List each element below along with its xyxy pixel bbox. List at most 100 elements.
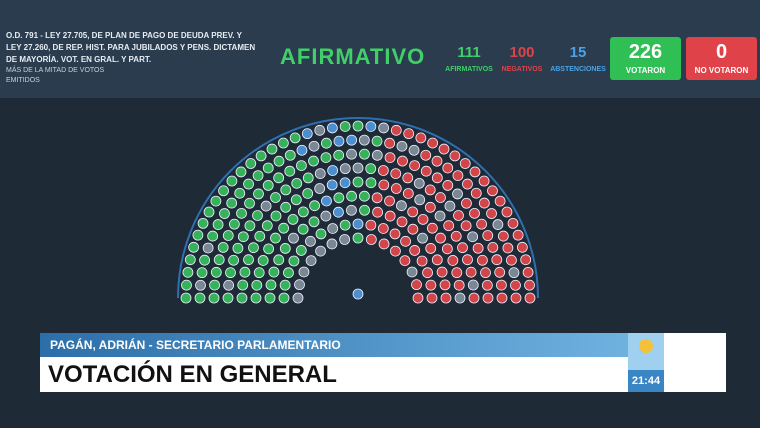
majority-note: MÁS DE LA MITAD DE VOTOS EMITIDOS — [6, 67, 105, 84]
seat — [510, 292, 522, 304]
voted-label: VOTARON — [625, 66, 666, 75]
sun-icon — [639, 339, 653, 353]
seat — [487, 242, 499, 253]
seat — [270, 232, 281, 244]
seat — [371, 192, 383, 204]
seat — [426, 292, 438, 304]
seat — [232, 242, 244, 254]
seat — [435, 232, 446, 244]
seat — [422, 267, 433, 279]
seat — [467, 279, 479, 291]
result: AFIRMATIVO — [280, 44, 426, 69]
seat — [425, 279, 437, 291]
seat — [292, 292, 304, 304]
seat — [294, 279, 305, 291]
seat — [296, 144, 308, 156]
seat — [452, 188, 463, 200]
seat — [460, 220, 472, 232]
seat — [396, 200, 407, 212]
seat — [478, 175, 490, 187]
seat — [195, 279, 206, 291]
seat — [219, 208, 230, 219]
seat — [251, 279, 263, 291]
seat — [424, 184, 436, 196]
seat — [209, 279, 220, 291]
seat — [320, 137, 332, 149]
seat — [301, 128, 313, 140]
seat — [244, 220, 256, 232]
seat — [273, 155, 285, 167]
seat — [469, 166, 481, 178]
seat — [480, 267, 491, 279]
not-voted-count: 0 — [715, 41, 728, 63]
logo — [664, 333, 726, 392]
header: O.D. 791 - LEY 27.705, DE PLAN DE PAGO D… — [0, 0, 760, 98]
seat — [253, 188, 264, 200]
seat — [297, 223, 309, 235]
clock: 21:44 — [628, 333, 664, 392]
seat — [236, 207, 247, 219]
seat — [469, 207, 480, 219]
seat — [400, 235, 411, 247]
seat — [359, 148, 370, 160]
seat — [308, 140, 320, 152]
seat — [234, 187, 246, 199]
seat — [297, 206, 309, 218]
seat — [213, 254, 225, 266]
seat — [188, 241, 200, 253]
seat — [407, 223, 419, 235]
seat — [262, 180, 274, 191]
seat — [289, 132, 301, 144]
seat — [492, 219, 504, 230]
seat — [510, 279, 521, 291]
seat — [352, 162, 364, 174]
seat — [290, 194, 302, 206]
seat — [494, 195, 506, 207]
seat — [390, 168, 402, 179]
seat — [243, 254, 254, 266]
seat — [390, 245, 401, 257]
seat — [494, 266, 506, 278]
seat — [435, 192, 446, 203]
seat — [295, 245, 307, 256]
seat — [452, 170, 464, 182]
seat — [365, 163, 377, 175]
seat — [252, 170, 264, 182]
seat — [346, 134, 358, 146]
seat — [403, 128, 415, 140]
seat — [236, 292, 248, 304]
seat — [399, 255, 411, 266]
seat — [453, 210, 464, 221]
seat — [438, 143, 450, 155]
seat — [226, 197, 238, 209]
seat — [431, 172, 443, 184]
seat — [409, 160, 420, 171]
seat — [491, 254, 503, 266]
seat — [384, 137, 396, 149]
seat — [359, 190, 370, 202]
seat — [182, 266, 194, 278]
seat — [314, 183, 326, 194]
seat — [506, 254, 517, 266]
seat — [459, 158, 471, 169]
seat — [225, 267, 236, 279]
seat — [288, 232, 299, 244]
negative-count: 100 — [509, 44, 535, 61]
seat — [497, 230, 509, 242]
seat — [302, 188, 314, 199]
seat — [476, 218, 488, 230]
seat — [431, 254, 443, 266]
seat — [477, 254, 488, 266]
seat — [302, 172, 314, 184]
seat — [243, 178, 254, 190]
seat — [255, 150, 267, 162]
seat — [486, 208, 497, 219]
seat — [268, 266, 280, 278]
seat — [320, 152, 332, 164]
seat — [378, 122, 390, 134]
seat — [264, 292, 276, 304]
seat — [288, 255, 300, 267]
seat — [444, 200, 456, 212]
seat — [327, 223, 339, 234]
seat — [482, 292, 494, 304]
